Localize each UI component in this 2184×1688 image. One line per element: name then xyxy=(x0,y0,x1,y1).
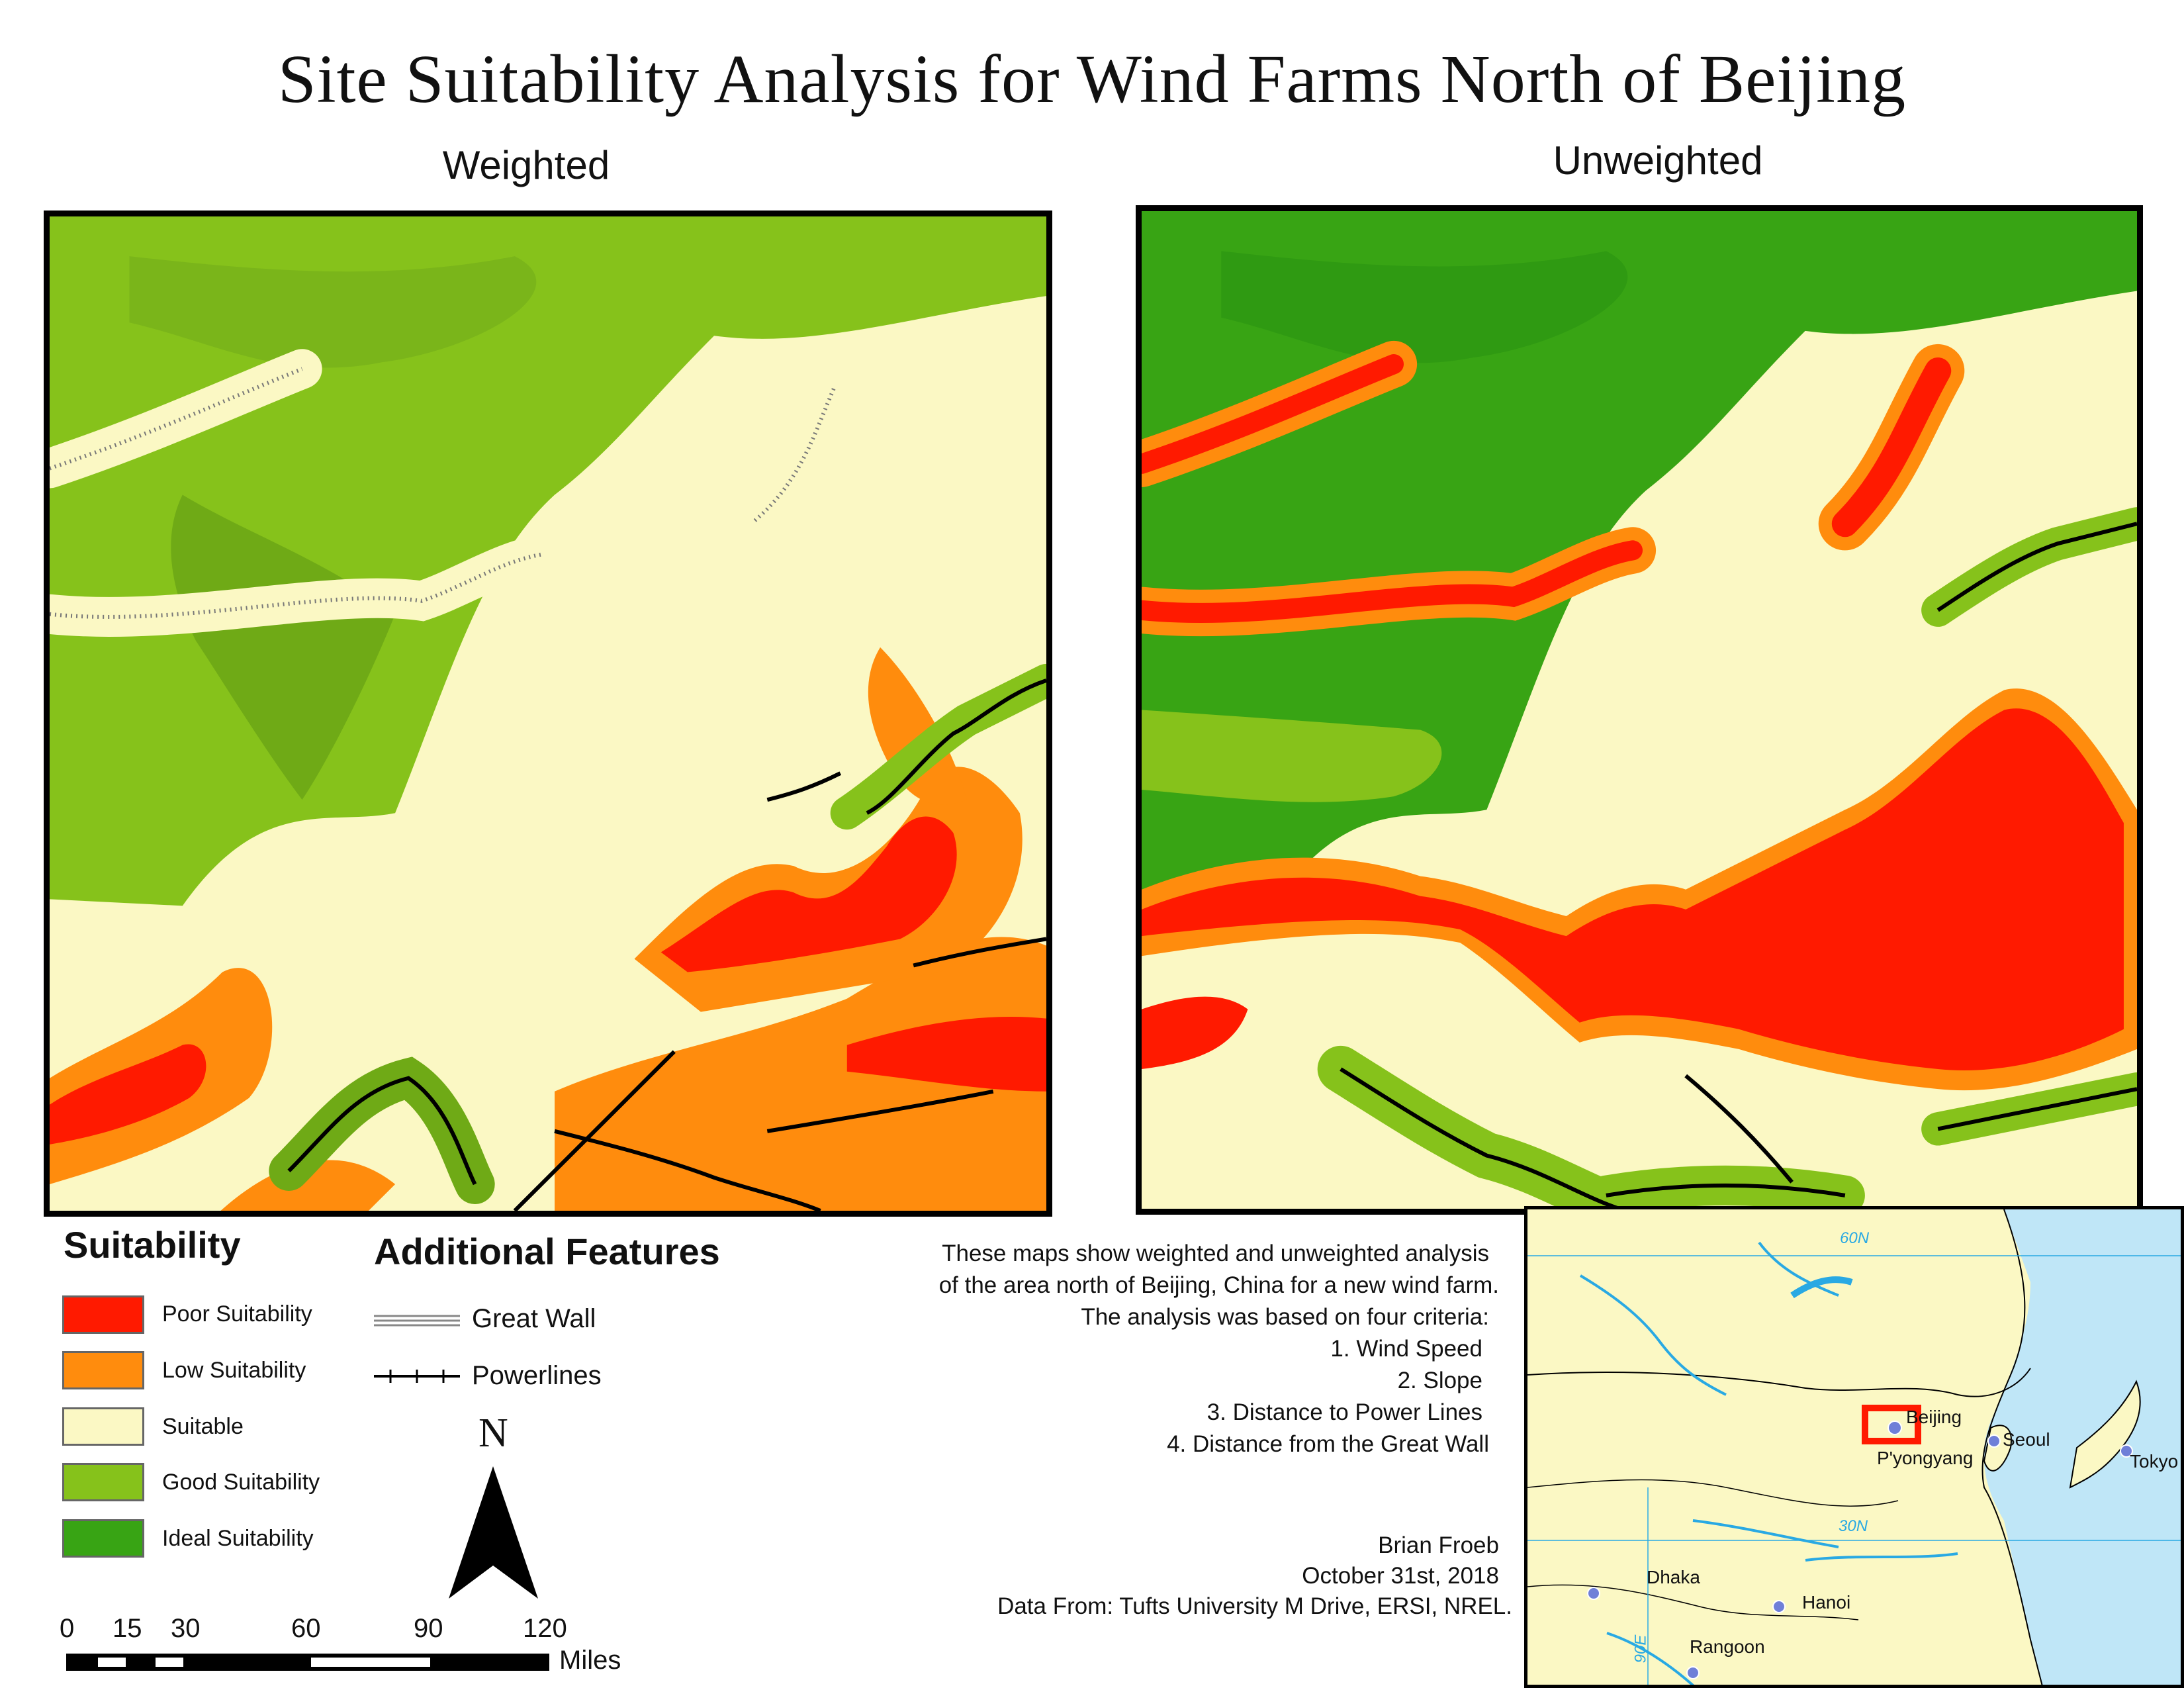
scale-tick-90: 90 xyxy=(414,1614,443,1643)
legend-label-good: Good Suitability xyxy=(162,1470,320,1495)
legend-swatch-good xyxy=(62,1463,144,1501)
legend-swatch-suitable xyxy=(62,1407,144,1446)
description-block: These maps show weighted and unweighted … xyxy=(781,1238,1499,1460)
scale-tick-0: 0 xyxy=(60,1614,75,1643)
weighted-map-label: Weighted xyxy=(442,143,610,187)
scale-bar xyxy=(66,1654,549,1671)
credit-author: Brian Froeb xyxy=(1378,1532,1499,1558)
unweighted-map xyxy=(1136,205,2143,1215)
description-line: 1. Wind Speed xyxy=(1330,1336,1482,1362)
inset-label-30n: 30N xyxy=(1839,1517,1868,1535)
legend-label-poor: Poor Suitability xyxy=(162,1301,312,1327)
unweighted-map-label: Unweighted xyxy=(1553,138,1763,183)
great-wall-symbol xyxy=(374,1315,460,1327)
credit-date: October 31st, 2018 xyxy=(1302,1563,1499,1589)
north-arrow-icon xyxy=(449,1466,538,1599)
inset-label-60n: 60N xyxy=(1840,1229,1870,1247)
description-line: of the area north of Beijing, China for … xyxy=(938,1272,1499,1298)
description-line: These maps show weighted and unweighted … xyxy=(942,1241,1489,1266)
suitability-legend-heading: Suitability xyxy=(64,1224,241,1266)
inset-label-beijing: Beijing xyxy=(1906,1407,1962,1427)
great-wall-label: Great Wall xyxy=(472,1304,596,1333)
inset-map: 60N 30N 90E Beijing P'yongyang Seoul Tok… xyxy=(1524,1206,2184,1688)
features-heading: Additional Features xyxy=(374,1231,720,1272)
legend-swatch-low xyxy=(62,1351,144,1389)
legend-swatch-ideal xyxy=(62,1519,144,1558)
inset-label-pyongyang: P'yongyang xyxy=(1877,1448,1974,1468)
scale-tick-30: 30 xyxy=(171,1614,201,1643)
description-line: 3. Distance to Power Lines xyxy=(1206,1399,1482,1425)
powerlines-symbol xyxy=(374,1370,460,1383)
scale-tick-60: 60 xyxy=(291,1614,321,1643)
legend-label-low: Low Suitability xyxy=(162,1358,306,1383)
credit-source: Data From: Tufts University M Drive, ERS… xyxy=(997,1593,1512,1619)
scale-tick-120: 120 xyxy=(523,1614,567,1643)
scale-unit: Miles xyxy=(559,1646,621,1675)
description-line: The analysis was based on four criteria: xyxy=(1081,1304,1489,1330)
description-line: 4. Distance from the Great Wall xyxy=(1167,1431,1489,1457)
credits-block: Brian Froeb October 31st, 2018 Data From… xyxy=(827,1530,1512,1622)
legend-swatch-poor xyxy=(62,1295,144,1334)
inset-label-rangoon: Rangoon xyxy=(1690,1636,1765,1657)
page-title: Site Suitability Analysis for Wind Farms… xyxy=(277,41,1907,117)
north-arrow-label: N xyxy=(478,1411,508,1456)
legend-label-ideal: Ideal Suitability xyxy=(162,1526,314,1551)
scale-tick-15: 15 xyxy=(113,1614,142,1643)
inset-label-dhaka: Dhaka xyxy=(1647,1567,1700,1587)
inset-label-90e: 90E xyxy=(1631,1634,1650,1664)
powerlines-label: Powerlines xyxy=(472,1361,602,1390)
description-line: 2. Slope xyxy=(1397,1368,1482,1393)
weighted-map xyxy=(44,211,1052,1217)
inset-label-tokyo: Tokyo xyxy=(2130,1451,2179,1472)
legend-label-suitable: Suitable xyxy=(162,1414,244,1439)
inset-label-seoul: Seoul xyxy=(2003,1429,2050,1450)
inset-label-hanoi: Hanoi xyxy=(1802,1592,1851,1613)
